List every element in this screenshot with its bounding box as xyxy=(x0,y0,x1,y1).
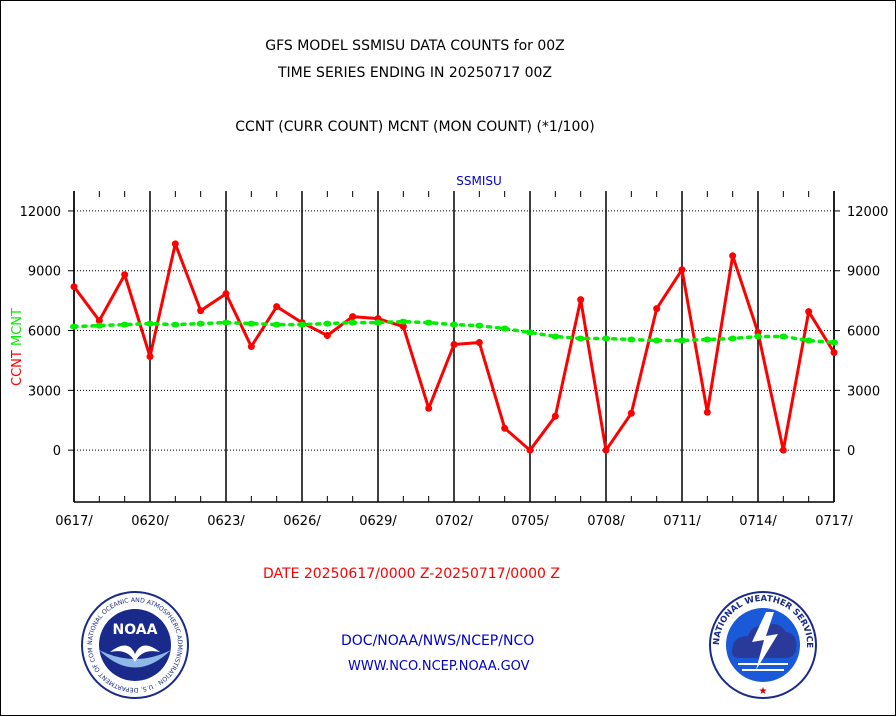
time-series-chart: 0 0 3000 3000 6000 6000 9000 9000 12000 12000 0617… xyxy=(10,174,888,529)
data-point-ccnt xyxy=(653,305,661,313)
y-axis-label: CCNT MCNT xyxy=(10,308,25,386)
y-axis-label-part: CCNT xyxy=(10,350,25,386)
data-point-mcnt xyxy=(830,339,838,346)
data-point-mcnt xyxy=(171,321,180,328)
data-point-ccnt xyxy=(627,409,635,417)
y-tick-label-right: 12000 xyxy=(847,205,888,220)
chart-subtitle: SSMISU xyxy=(456,174,502,188)
data-point-ccnt xyxy=(501,424,509,432)
data-point-ccnt xyxy=(121,271,129,279)
data-point-ccnt xyxy=(729,252,737,260)
data-point-ccnt xyxy=(222,290,230,298)
data-point-mcnt xyxy=(120,321,129,328)
data-point-mcnt xyxy=(196,320,205,327)
data-point-mcnt xyxy=(526,329,534,336)
data-point-mcnt xyxy=(627,336,636,343)
data-point-mcnt xyxy=(754,333,762,340)
x-tick-label: 0714/ xyxy=(739,514,777,529)
data-point-mcnt xyxy=(323,320,332,327)
data-point-ccnt xyxy=(830,348,838,356)
data-point-mcnt xyxy=(779,333,788,340)
data-point-ccnt xyxy=(475,339,483,347)
x-tick-label: 0708/ xyxy=(587,514,625,529)
svg-text:★: ★ xyxy=(759,686,768,697)
data-point-mcnt xyxy=(424,319,433,326)
y-tick-label-left: 6000 xyxy=(28,325,61,340)
y-tick-label-right: 6000 xyxy=(847,325,880,340)
data-point-ccnt xyxy=(273,303,281,311)
data-point-ccnt xyxy=(526,446,534,454)
data-point-mcnt xyxy=(298,321,306,328)
x-tick-label: 0623/ xyxy=(207,514,245,529)
data-point-ccnt xyxy=(247,343,255,350)
axis-layer xyxy=(68,191,840,503)
data-point-ccnt xyxy=(70,283,78,291)
x-tick-label: 0717/ xyxy=(815,514,853,529)
data-point-mcnt xyxy=(272,321,281,328)
noaa-logo-text: NOAA xyxy=(113,622,158,638)
data-point-ccnt xyxy=(779,446,787,454)
data-point-mcnt xyxy=(728,335,737,342)
data-point-mcnt xyxy=(348,319,357,326)
series-layer xyxy=(70,240,838,454)
chart-title-line-3: CCNT (CURR COUNT) MCNT (MON COUNT) (*1/1… xyxy=(235,119,595,135)
data-point-mcnt xyxy=(450,321,458,328)
data-point-mcnt xyxy=(602,335,610,342)
data-point-ccnt xyxy=(425,404,433,412)
label-layer: 0 0 3000 3000 6000 6000 9000 9000 12000 12000 0617… xyxy=(10,174,888,529)
y-tick-label-left: 3000 xyxy=(28,384,61,399)
data-point-mcnt xyxy=(374,319,382,326)
data-point-mcnt xyxy=(576,335,585,342)
date-range-label: DATE 20250617/0000 Z-20250717/0000 Z xyxy=(263,566,560,582)
data-point-ccnt xyxy=(551,412,559,420)
chart-title-line-2: TIME SERIES ENDING IN 20250717 00Z xyxy=(278,65,552,81)
y-tick-label-right: 0 xyxy=(847,444,855,459)
x-tick-label: 0626/ xyxy=(283,514,321,529)
data-point-mcnt xyxy=(678,337,686,344)
data-point-mcnt xyxy=(652,337,661,344)
data-point-mcnt xyxy=(399,318,408,325)
y-tick-label-right: 3000 xyxy=(847,384,880,399)
x-tick-label: 0711/ xyxy=(663,514,701,529)
data-point-ccnt xyxy=(450,341,458,349)
data-point-mcnt xyxy=(551,333,560,340)
data-point-mcnt xyxy=(247,320,256,327)
data-point-ccnt xyxy=(703,408,711,416)
data-point-ccnt xyxy=(577,296,585,304)
x-tick-label: 0629/ xyxy=(359,514,397,529)
noaa-logo: NOAA NATIONAL OCEANIC AND ATMOSPHERIC AD… xyxy=(80,590,189,699)
data-point-ccnt xyxy=(323,332,331,340)
data-point-ccnt xyxy=(349,313,357,321)
chart-title-line-1: GFS MODEL SSMISU DATA COUNTS for 00Z xyxy=(265,38,565,54)
data-point-mcnt xyxy=(222,319,230,326)
data-point-mcnt xyxy=(475,322,484,329)
footer-website: WWW.NCO.NCEP.NOAA.GOV xyxy=(348,659,530,674)
data-point-mcnt xyxy=(146,320,154,327)
y-tick-label-left: 0 xyxy=(53,444,61,459)
data-point-mcnt xyxy=(500,325,509,332)
y-tick-label-left: 9000 xyxy=(28,265,61,280)
x-tick-label: 0617/ xyxy=(55,514,93,529)
data-point-mcnt xyxy=(804,337,813,344)
footer-org-path: DOC/NOAA/NWS/NCEP/NCO xyxy=(341,633,535,649)
x-tick-label: 0702/ xyxy=(435,514,473,529)
data-point-ccnt xyxy=(602,446,610,454)
x-tick-label: 0620/ xyxy=(131,514,169,529)
y-tick-label-right: 9000 xyxy=(847,265,880,280)
data-point-ccnt xyxy=(197,307,205,315)
data-point-ccnt xyxy=(678,266,686,274)
data-point-mcnt xyxy=(703,336,712,343)
y-tick-label-left: 12000 xyxy=(20,205,61,220)
data-point-ccnt xyxy=(95,317,103,325)
data-point-ccnt xyxy=(399,323,407,331)
data-point-ccnt xyxy=(146,352,154,360)
data-point-mcnt xyxy=(70,323,78,330)
data-point-mcnt xyxy=(95,322,104,329)
data-point-ccnt xyxy=(805,308,813,316)
y-axis-label-part: MCNT xyxy=(10,308,25,350)
nws-logo: ★ NATIONAL WEATHER SERVICE xyxy=(709,591,817,699)
x-tick-label: 0705/ xyxy=(511,514,549,529)
data-point-ccnt xyxy=(171,240,179,248)
